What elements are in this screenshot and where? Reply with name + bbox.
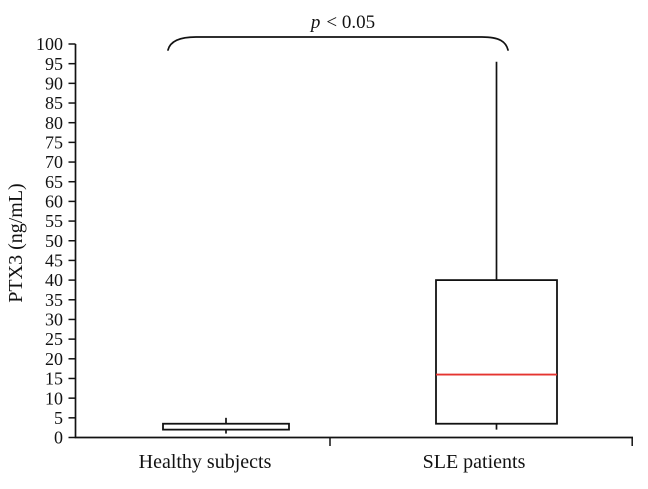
y-tick-label: 25: [45, 329, 63, 349]
y-tick-label: 5: [54, 408, 63, 428]
y-tick-label: 0: [54, 428, 63, 448]
box-healthy-subjects: [162, 422, 290, 431]
x-category-label-sle: SLE patients: [423, 451, 526, 473]
y-tick-label: 40: [45, 270, 63, 290]
y-tick-label: 35: [45, 290, 63, 310]
y-tick-label: 45: [45, 251, 63, 271]
y-tick-label: 50: [45, 231, 63, 251]
box-series: [162, 61, 558, 434]
y-tick-label: 95: [45, 54, 63, 74]
y-axis-ticks: 0510152025303540455055606570758085909510…: [36, 34, 76, 448]
y-tick-label: 65: [45, 172, 63, 192]
x-axis-ticks: [329, 437, 633, 446]
y-tick-label: 90: [45, 73, 63, 93]
y-tick-label: 10: [45, 388, 63, 408]
y-tick-label: 60: [45, 192, 63, 212]
y-tick-label: 85: [45, 93, 63, 113]
p-symbol: p: [309, 12, 321, 33]
y-tick-label: 70: [45, 152, 63, 172]
y-tick-label: 75: [45, 132, 63, 152]
significance-label: p < 0.05: [309, 12, 375, 33]
y-tick-label: 15: [45, 369, 63, 389]
y-tick-label: 20: [45, 349, 63, 369]
x-category-label-healthy: Healthy subjects: [139, 451, 272, 473]
y-axis-title: PTX3 (ng/mL): [5, 183, 27, 302]
p-value-text: < 0.05: [326, 12, 375, 33]
significance-bracket: [167, 36, 509, 51]
box-sle-patients: [435, 279, 558, 425]
y-tick-label: 30: [45, 310, 63, 330]
y-tick-label: 55: [45, 211, 63, 231]
y-tick-label: 80: [45, 113, 63, 133]
y-tick-label: 100: [36, 34, 63, 54]
